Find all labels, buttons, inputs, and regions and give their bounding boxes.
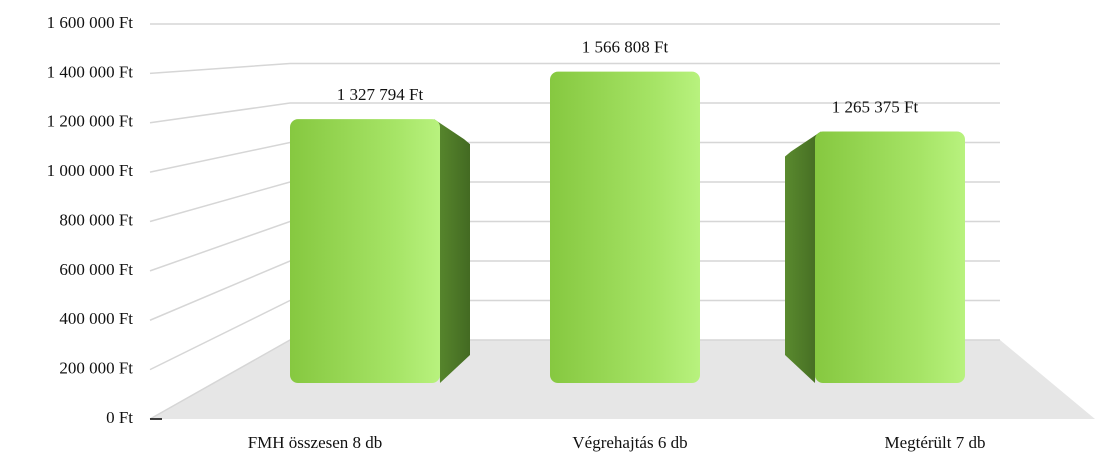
y-tick-label: 600 000 Ft: [59, 260, 133, 279]
y-tick-label: 1 600 000 Ft: [47, 13, 134, 32]
x-tick-label: Megtérült 7 db: [884, 433, 985, 452]
bar-side: [434, 119, 470, 383]
bar: [815, 131, 965, 383]
y-tick-label: 200 000 Ft: [59, 359, 133, 378]
bar-side: [785, 131, 821, 383]
x-tick-label: FMH összesen 8 db: [248, 433, 383, 452]
y-tick-label: 800 000 Ft: [59, 210, 133, 229]
y-tick-label: 1 000 000 Ft: [47, 161, 134, 180]
y-tick-label: 1 400 000 Ft: [47, 62, 134, 81]
grid-line: [149, 62, 1000, 75]
grid-line: [149, 102, 1000, 124]
value-label: 1 327 794 Ft: [337, 85, 424, 104]
bar: [550, 71, 700, 383]
y-tick-label: 1 200 000 Ft: [47, 112, 134, 131]
value-label: 1 265 375 Ft: [832, 97, 919, 116]
value-label: 1 566 808 Ft: [582, 38, 669, 57]
y-tick-label: 0 Ft: [106, 408, 133, 427]
x-tick-label: Végrehajtás 6 db: [572, 433, 687, 452]
y-tick-label: 400 000 Ft: [59, 309, 133, 328]
bar: [290, 119, 440, 383]
